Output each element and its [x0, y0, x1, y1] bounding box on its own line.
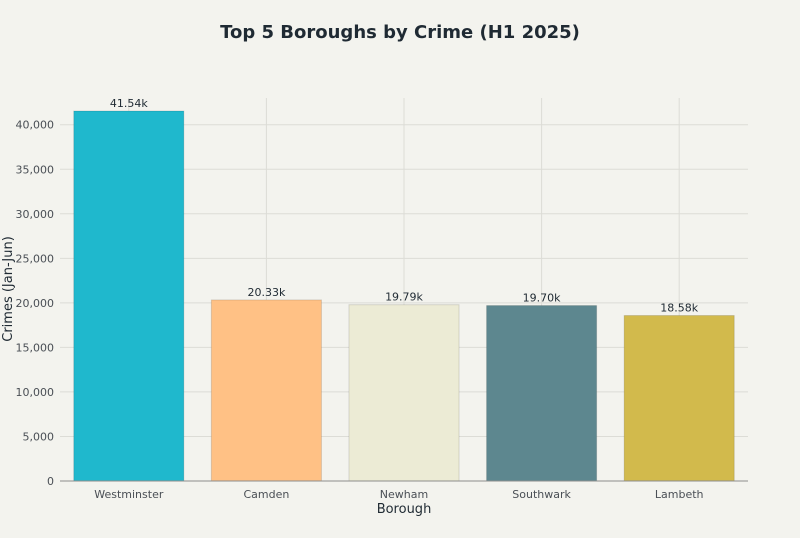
y-tick-label: 35,000 [16, 163, 55, 176]
y-tick-label: 40,000 [16, 119, 55, 132]
y-tick-label: 30,000 [16, 208, 55, 221]
y-tick-label: 25,000 [16, 252, 55, 265]
y-axis-ticks: 0 5,000 10,000 15,000 20,000 25,000 30,000 35,0… [16, 119, 55, 488]
data-label: 19.70k [523, 292, 561, 305]
y-tick-label: 10,000 [16, 386, 55, 399]
bars [73, 110, 735, 482]
bar-southwark [486, 305, 598, 482]
x-axis-ticks: Westminster Camden Newham Southwark Lambeth [94, 488, 703, 501]
data-label: 19.79k [385, 291, 423, 304]
data-labels: 41.54k 20.33k 19.79k 19.70k 18.58k [110, 97, 699, 315]
x-axis-label: Borough [377, 502, 432, 517]
y-axis-label: Crimes (Jan-Jun) [1, 236, 16, 342]
x-tick-label: Camden [243, 488, 289, 501]
data-label: 41.54k [110, 97, 148, 110]
bar-westminster [73, 110, 185, 482]
y-tick-label: 5,000 [23, 430, 55, 443]
x-tick-label: Lambeth [655, 488, 704, 501]
y-tick-label: 0 [47, 475, 54, 488]
bar-camden [210, 299, 322, 482]
chart-title: Top 5 Boroughs by Crime (H1 2025) [220, 22, 580, 43]
y-tick-label: 20,000 [16, 297, 55, 310]
x-tick-label: Southwark [512, 488, 571, 501]
data-label: 18.58k [660, 302, 698, 315]
x-tick-label: Westminster [94, 488, 164, 501]
bar-newham [348, 304, 460, 482]
y-tick-label: 15,000 [16, 341, 55, 354]
bar-lambeth [623, 315, 735, 482]
x-tick-label: Newham [380, 488, 428, 501]
data-label: 20.33k [247, 286, 285, 299]
